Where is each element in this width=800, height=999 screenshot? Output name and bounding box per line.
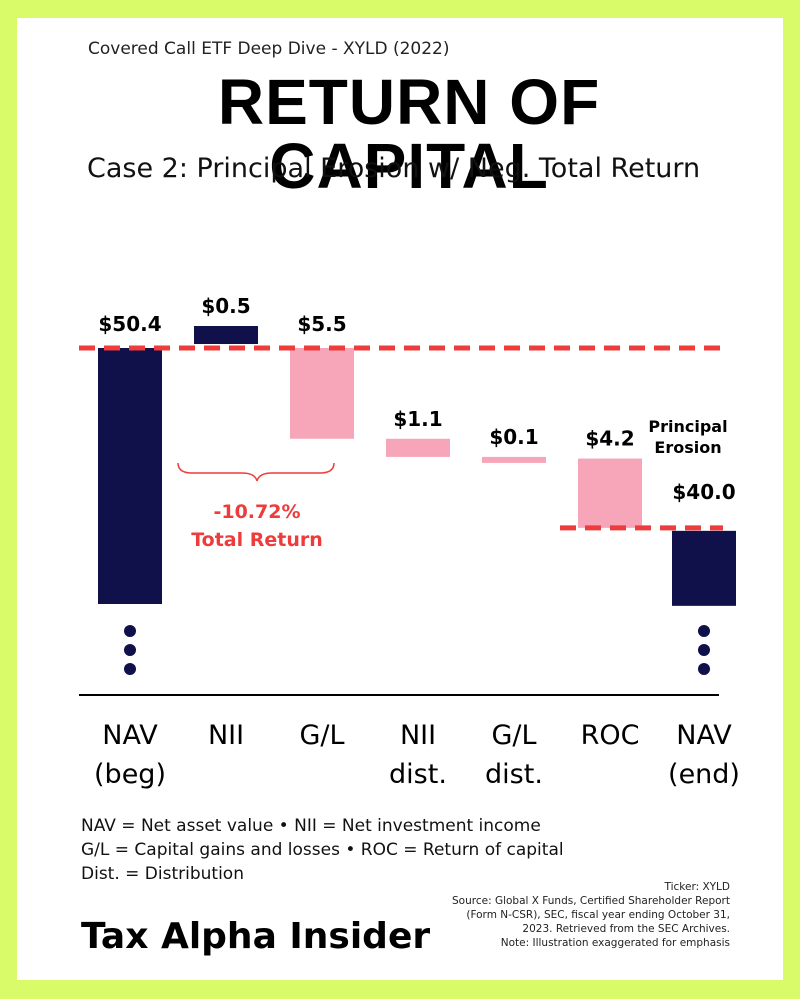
- source-note: Ticker: XYLD Source: Global X Funds, Cer…: [417, 880, 730, 950]
- waterfall-bar: [578, 458, 642, 528]
- bar-value-label: $4.2: [585, 427, 634, 451]
- source-line: Note: Illustration exaggerated for empha…: [500, 937, 730, 949]
- category-label: NAV: [676, 720, 732, 751]
- waterfall-bar: [98, 348, 162, 604]
- axis-break-dot: [698, 644, 710, 656]
- bar-value-label: $5.5: [297, 312, 346, 336]
- category-label: NAV: [102, 720, 158, 751]
- bar-value-label: $0.1: [489, 425, 538, 449]
- bar-value-label: $40.0: [672, 480, 735, 504]
- bar-value-label: $0.5: [201, 294, 250, 318]
- axis-break-dot: [124, 663, 136, 675]
- principal-erosion-label: Principal: [648, 417, 727, 436]
- category-label: ROC: [581, 720, 640, 751]
- total-return-percent: -10.72%: [213, 501, 300, 523]
- category-label: dist.: [389, 759, 447, 790]
- waterfall-bar: [290, 348, 354, 439]
- axis-break-dot: [698, 625, 710, 637]
- total-return-brace: [177, 462, 335, 482]
- source-line: 2023. Retrieved from the SEC Archives.: [522, 923, 730, 935]
- page-title: RETURN OF CAPITAL: [217, 66, 601, 202]
- category-label: G/L: [491, 720, 536, 751]
- waterfall-chart: $50.4 $0.5 $5.5 $1.1 $0.1 $4.2 $40.0 NAV (beg) NI…: [79, 294, 740, 790]
- category-label: (beg): [94, 759, 166, 790]
- category-label: NII: [400, 720, 436, 751]
- axis-break-dot: [124, 644, 136, 656]
- kicker-text: Covered Call ETF Deep Dive - XYLD (2022): [88, 39, 450, 59]
- legend-line: G/L = Capital gains and losses • ROC = R…: [81, 840, 564, 860]
- legend-line: NAV = Net asset value • NII = Net invest…: [81, 816, 541, 836]
- brand-name: Tax Alpha Insider: [81, 916, 431, 957]
- subtitle: Case 2: Principal Erosion w/ Neg. Total …: [87, 153, 701, 184]
- source-line: Source: Global X Funds, Certified Shareh…: [452, 895, 730, 907]
- bar-value-label: $1.1: [393, 407, 442, 431]
- infographic-card: Covered Call ETF Deep Dive - XYLD (2022)…: [17, 18, 783, 980]
- waterfall-bar: [672, 530, 736, 606]
- axis-break-dot: [698, 663, 710, 675]
- principal-erosion-label: Erosion: [654, 438, 721, 457]
- legend-line: Dist. = Distribution: [81, 864, 244, 884]
- source-line: Ticker: XYLD: [664, 881, 731, 893]
- waterfall-bar: [194, 326, 258, 344]
- category-label: G/L: [299, 720, 344, 751]
- total-return-label: Total Return: [191, 529, 323, 551]
- waterfall-bar: [386, 438, 450, 457]
- category-label: NII: [208, 720, 244, 751]
- source-line: (Form N-CSR), SEC, fiscal year ending Oc…: [466, 909, 730, 921]
- category-label: (end): [668, 759, 740, 790]
- category-label: dist.: [485, 759, 543, 790]
- axis-break-dot: [124, 625, 136, 637]
- bar-value-label: $50.4: [98, 312, 161, 336]
- waterfall-bar: [482, 456, 546, 463]
